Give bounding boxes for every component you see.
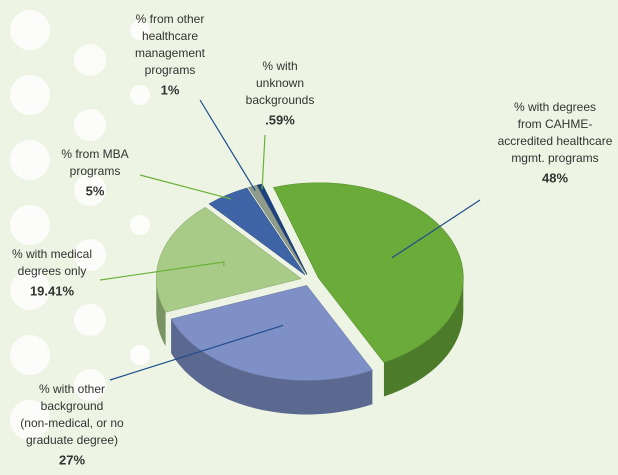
slice-label: (non-medical, or no: [20, 416, 124, 430]
slice-label: healthcare: [142, 29, 198, 43]
slice: [170, 285, 373, 381]
value-label: 27%: [59, 452, 85, 467]
leader-line: [139, 174, 232, 200]
slice-label: programs: [145, 63, 196, 77]
slice: [156, 207, 302, 313]
slice-label: programs: [70, 164, 121, 178]
value-label: 1%: [161, 82, 180, 97]
leader-line: [261, 134, 266, 190]
slice-side: [383, 277, 464, 397]
value-label: 19.41%: [30, 283, 75, 298]
slice-label: % with: [262, 59, 297, 73]
leader-line: [391, 199, 481, 259]
slice-label: accredited healthcare: [498, 134, 613, 148]
slice-label: % with other: [39, 382, 105, 396]
value-label: 48%: [542, 170, 568, 185]
slice: [273, 182, 464, 363]
slice-label: % from MBA: [61, 147, 128, 161]
slice-label: backgrounds: [246, 93, 315, 107]
leader-line: [99, 261, 225, 281]
leader-line: [109, 324, 284, 381]
slice-label: unknown: [256, 76, 304, 90]
slice-label: % from other: [136, 12, 205, 26]
value-label: .59%: [265, 112, 295, 127]
slice-label: background: [41, 399, 104, 413]
slice-side: [156, 278, 166, 347]
slice-label: % with degrees: [514, 100, 596, 114]
slice-label: mgmt. programs: [511, 151, 598, 165]
slice-label: management: [135, 46, 206, 60]
leader-line: [199, 99, 256, 192]
slice: [208, 187, 306, 276]
slice-label: degrees only: [18, 264, 87, 278]
value-label: 5%: [86, 183, 105, 198]
decoration: [10, 10, 150, 440]
slice-label: from CAHME-: [518, 117, 593, 131]
slice-label: % with medical: [12, 247, 92, 261]
slice-side: [171, 319, 373, 415]
slice-label: graduate degree): [26, 433, 118, 447]
